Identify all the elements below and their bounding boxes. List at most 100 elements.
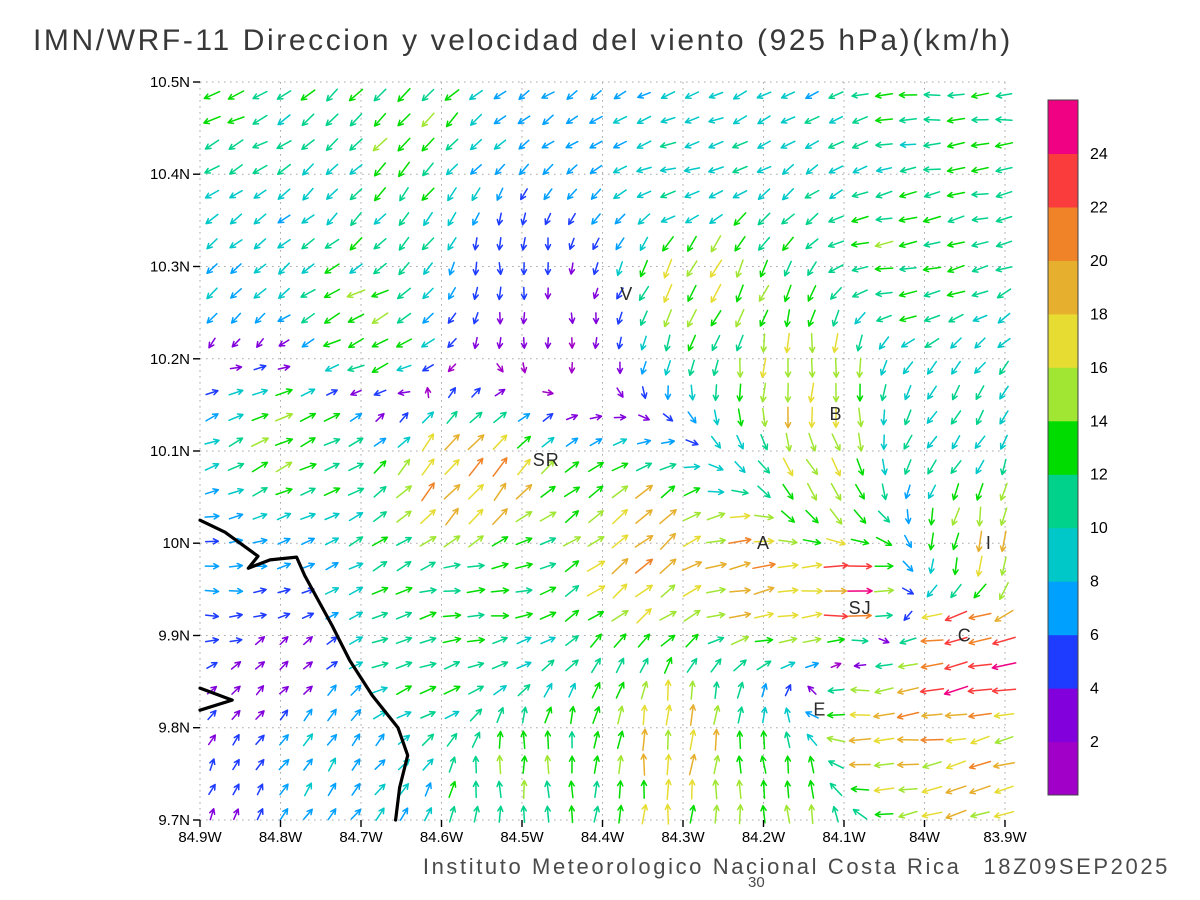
footer: Instituto Meteorologico Nacional Costa R… [423,854,1170,880]
wind-vector [999,434,1008,450]
wind-vector [593,805,600,823]
wind-vector [921,712,943,719]
wind-vector [830,482,842,501]
wind-vector [253,587,267,594]
wind-vector [782,236,794,251]
wind-vector [252,114,268,125]
wind-vector [228,587,244,595]
coastline-path [198,686,234,712]
wind-vector [206,238,218,250]
wind-vector [232,758,240,771]
wind-vector [636,115,652,124]
wind-vector [395,586,413,595]
wind-vector [613,414,627,421]
wind-vector [396,685,412,696]
wind-vector [826,538,846,546]
wind-vector [663,258,673,279]
wind-vector [831,805,839,823]
wind-vector [999,360,1009,375]
wind-vector [520,779,528,800]
wind-vector [349,636,363,645]
wind-vector [759,259,769,278]
wind-vector [373,485,387,498]
wind-vector [540,485,556,498]
wind-vector [539,611,557,620]
wind-vector [373,213,387,225]
wind-vector [542,163,554,176]
wind-vector [466,636,486,644]
wind-vector [901,587,915,595]
city-label: A [757,533,770,553]
wind-vector [899,166,917,174]
colorbar-segment [1048,100,1078,154]
wind-vector [808,357,816,378]
wind-vector [327,757,337,772]
colorbar-segment [1048,741,1078,796]
wind-vector [688,359,695,377]
wind-vector [327,808,337,821]
wind-vector [761,407,768,427]
wind-vector [831,433,841,452]
wind-vector [520,805,528,824]
wind-vector [423,262,433,275]
wind-vector [491,536,509,547]
y-axis-label: 10.5N [150,74,190,91]
wind-vector [563,486,581,498]
wind-vector [944,636,968,646]
wind-vector [950,460,962,474]
wind-vector [228,512,244,520]
wind-vector [928,532,935,551]
wind-vector [562,536,582,547]
wind-vector [664,679,672,701]
wind-vector [203,90,221,100]
wind-vector [472,286,479,301]
wind-vector [492,434,508,450]
wind-vector [710,658,722,673]
wind-vector [832,406,840,429]
wind-vector [759,755,767,774]
wind-vector [443,587,461,595]
wind-vector [325,113,339,127]
wind-vector [684,91,700,99]
wind-vector [277,214,291,224]
wind-vector [494,163,506,176]
wind-vector [848,612,872,619]
wind-vector [301,312,315,324]
colorbar-segment [1048,581,1078,636]
wind-vector [617,705,625,725]
wind-vector [325,138,339,152]
wind-vector [472,212,480,226]
wind-vector [228,388,244,396]
wind-vector [496,311,504,325]
wind-vector [688,753,697,776]
wind-vector [683,609,701,622]
wind-vector [902,361,914,375]
wind-vector [276,163,292,176]
wind-vector [349,237,363,251]
wind-vector [592,262,599,276]
wind-vector [782,457,794,477]
wind-vector [757,460,771,474]
wind-vector [756,660,772,671]
wind-vector [638,414,650,421]
wind-vector [399,412,409,423]
wind-vector [277,537,291,545]
wind-vector [927,385,937,400]
wind-vector [804,140,820,149]
wind-vector [252,512,268,520]
wind-vector [515,537,533,546]
wind-vector [568,337,576,349]
wind-vector [518,139,530,150]
wind-vector [466,587,486,594]
wind-vector [757,188,771,201]
y-axis-label: 10.4N [150,166,190,183]
wind-vector [847,563,873,570]
wind-vector [873,712,895,720]
wind-vector [396,710,412,719]
wind-vector [592,706,601,724]
wind-vector [228,437,244,448]
wind-vector [419,611,437,620]
wind-vector [684,141,700,149]
wind-vector [688,779,696,800]
wind-vector [784,731,791,749]
